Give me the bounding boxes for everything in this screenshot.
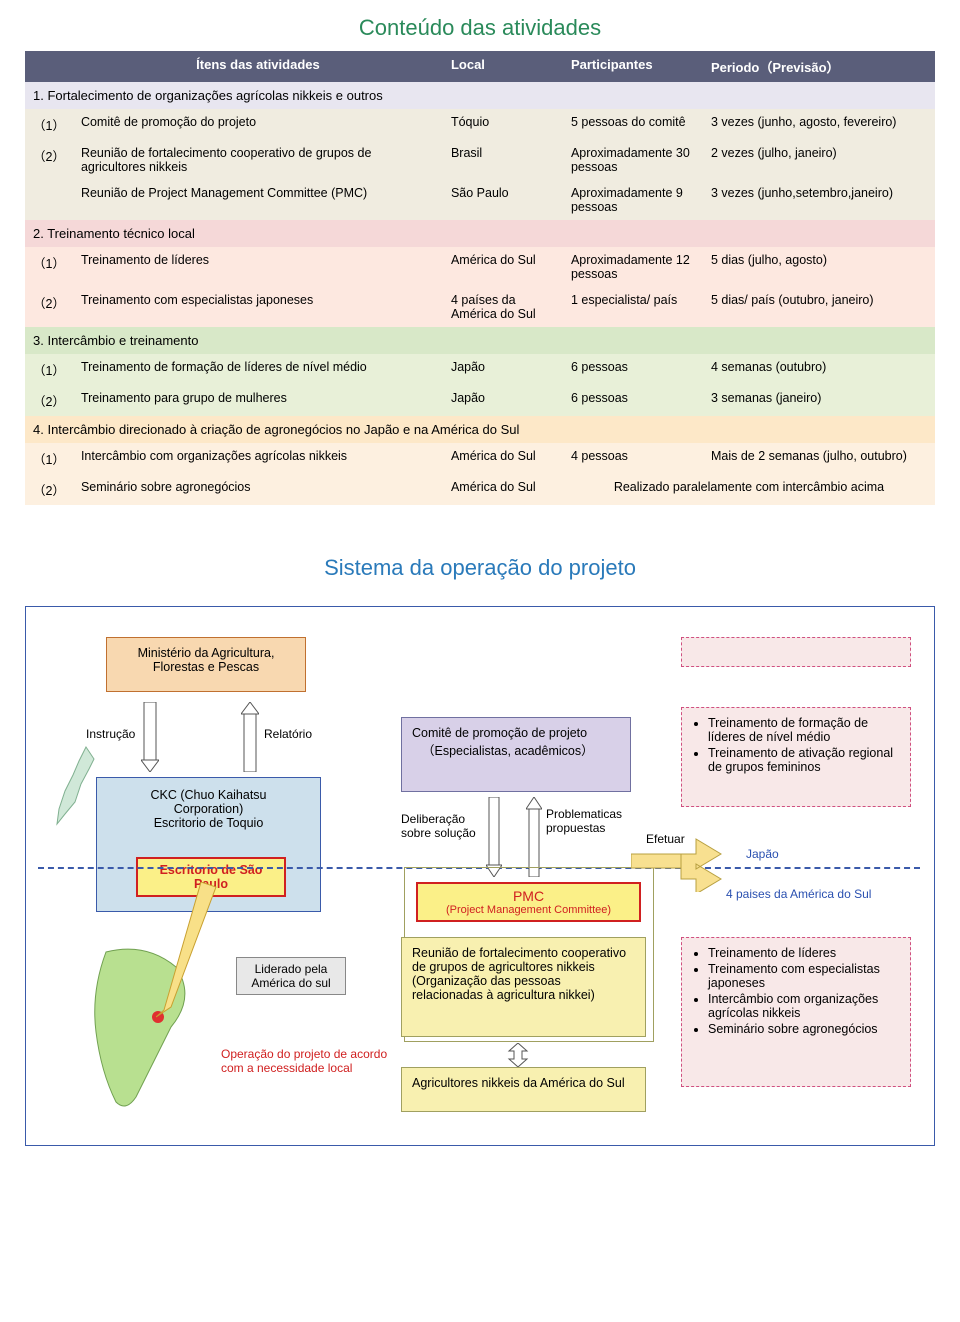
- label-operacao: Operação do projeto de acordo com a nece…: [221, 1047, 401, 1075]
- label-japao: Japão: [746, 847, 779, 861]
- row-local: 4 países da América do Sul: [443, 287, 563, 327]
- row-part: Aproximadamente 30 pessoas: [563, 140, 703, 180]
- label-instrucao: Instrução: [86, 727, 135, 741]
- row-local: América do Sul: [443, 474, 563, 505]
- row-num: （1）: [25, 109, 73, 140]
- row-num: （2）: [25, 140, 73, 180]
- row-item: Treinamento para grupo de mulheres: [73, 385, 443, 416]
- row-num: （1）: [25, 354, 73, 385]
- row-part: 1 especialista/ país: [563, 287, 703, 327]
- box-committee: Comitê de promoção de projeto （Especiali…: [401, 717, 631, 792]
- row-part: 6 pessoas: [563, 354, 703, 385]
- row-item: Treinamento com especialistas japoneses: [73, 287, 443, 327]
- list-item: Treinamento de ativação regional de grup…: [708, 746, 898, 774]
- row-period: 3 vezes (junho,setembro,janeiro): [703, 180, 935, 220]
- label-4paises: 4 paises da América do Sul: [726, 887, 871, 901]
- label-liderado: Liderado pela América do sul: [236, 957, 346, 995]
- activities-table: Ítens das atividadesLocalParticipantesPe…: [25, 51, 935, 505]
- box-reuniao: Reunião de fortalecimento cooperativo de…: [401, 937, 646, 1037]
- row-local: Japão: [443, 354, 563, 385]
- split-arrow-icon: [631, 832, 726, 892]
- row-item: Treinamento de formação de líderes de ní…: [73, 354, 443, 385]
- row-period: 3 vezes (junho, agosto, fevereiro): [703, 109, 935, 140]
- box-ministry: Ministério da Agricultura, Florestas e P…: [106, 637, 306, 692]
- col-local: Local: [443, 51, 563, 82]
- section-title: 2. Treinamento técnico local: [25, 220, 935, 247]
- title-activities: Conteúdo das atividades: [25, 15, 935, 41]
- row-item: Comitê de promoção do projeto: [73, 109, 443, 140]
- arrow-down-icon: [141, 702, 159, 775]
- pmc-sub: (Project Management Committee): [422, 904, 635, 916]
- row-period: 5 dias/ país (outubro, janeiro): [703, 287, 935, 327]
- committee-sub: （Especialistas, acadêmicos）: [412, 740, 620, 759]
- row-local: América do Sul: [443, 443, 563, 474]
- row-local: América do Sul: [443, 247, 563, 287]
- row-local: Tóquio: [443, 109, 563, 140]
- row-local: Brasil: [443, 140, 563, 180]
- dashbox-sa: Treinamento de líderes Treinamento com es…: [681, 937, 911, 1087]
- list-item: Seminário sobre agronegócios: [708, 1022, 898, 1036]
- row-item: Intercâmbio com organizações agrícolas n…: [73, 443, 443, 474]
- row-num: （2）: [25, 474, 73, 505]
- arrow-up-icon: [241, 702, 259, 775]
- list-item: Treinamento de líderes: [708, 946, 898, 960]
- title-system: Sistema da operação do projeto: [25, 555, 935, 581]
- col-part: Participantes: [563, 51, 703, 82]
- label-relatorio: Relatório: [264, 727, 312, 741]
- dashbox-top: [681, 637, 911, 667]
- row-item: Seminário sobre agronegócios: [73, 474, 443, 505]
- row-period: Realizado paralelamente com intercâmbio …: [563, 474, 935, 505]
- list-item: Treinamento com especialistas japoneses: [708, 962, 898, 990]
- row-period: 4 semanas (outubro): [703, 354, 935, 385]
- box-pmc: PMC (Project Management Committee): [416, 882, 641, 922]
- arrow-updown-icon: [506, 1043, 530, 1070]
- row-item: Reunião de Project Management Committee …: [73, 180, 443, 220]
- row-period: 3 semanas (janeiro): [703, 385, 935, 416]
- row-num: （1）: [25, 443, 73, 474]
- row-local: São Paulo: [443, 180, 563, 220]
- committee-title: Comitê de promoção de projeto: [412, 726, 620, 740]
- row-item: Reunião de fortalecimento cooperativo de…: [73, 140, 443, 180]
- row-period: 2 vezes (julho, janeiro): [703, 140, 935, 180]
- row-part: 4 pessoas: [563, 443, 703, 474]
- row-part: Aproximadamente 9 pessoas: [563, 180, 703, 220]
- col-item: Ítens das atividades: [73, 51, 443, 82]
- row-part: 6 pessoas: [563, 385, 703, 416]
- col-period: Periodo（Previsão）: [703, 51, 935, 82]
- japan-map-icon: [46, 742, 101, 832]
- row-period: Mais de 2 semanas (julho, outubro): [703, 443, 935, 474]
- label-deliberacao: Deliberação sobre solução: [401, 812, 491, 840]
- row-part: Aproximadamente 12 pessoas: [563, 247, 703, 287]
- label-problematica: Problematicas propuestas: [546, 807, 641, 835]
- row-item: Treinamento de líderes: [73, 247, 443, 287]
- ckc-text: CKC (Chuo KaihatsuCorporation)Escritorio…: [107, 788, 310, 830]
- row-num: [25, 180, 73, 220]
- box-agricultores: Agricultores nikkeis da América do Sul: [401, 1067, 646, 1112]
- row-num: （1）: [25, 247, 73, 287]
- pmc-title: PMC: [422, 888, 635, 904]
- section-title: 1. Fortalecimento de organizações agríco…: [25, 82, 935, 109]
- row-num: （2）: [25, 385, 73, 416]
- row-part: 5 pessoas do comitê: [563, 109, 703, 140]
- dashbox-japan: Treinamento de formação de líderes de ní…: [681, 707, 911, 807]
- row-period: 5 dias (julho, agosto): [703, 247, 935, 287]
- section-title: 3. Intercâmbio e treinamento: [25, 327, 935, 354]
- list-item: Intercâmbio com organizações agrícolas n…: [708, 992, 898, 1020]
- row-local: Japão: [443, 385, 563, 416]
- callout-line-icon: [156, 882, 266, 1022]
- project-diagram: Ministério da Agricultura, Florestas e P…: [25, 606, 935, 1146]
- row-num: （2）: [25, 287, 73, 327]
- list-item: Treinamento de formação de líderes de ní…: [708, 716, 898, 744]
- section-title: 4. Intercâmbio direcionado à criação de …: [25, 416, 935, 443]
